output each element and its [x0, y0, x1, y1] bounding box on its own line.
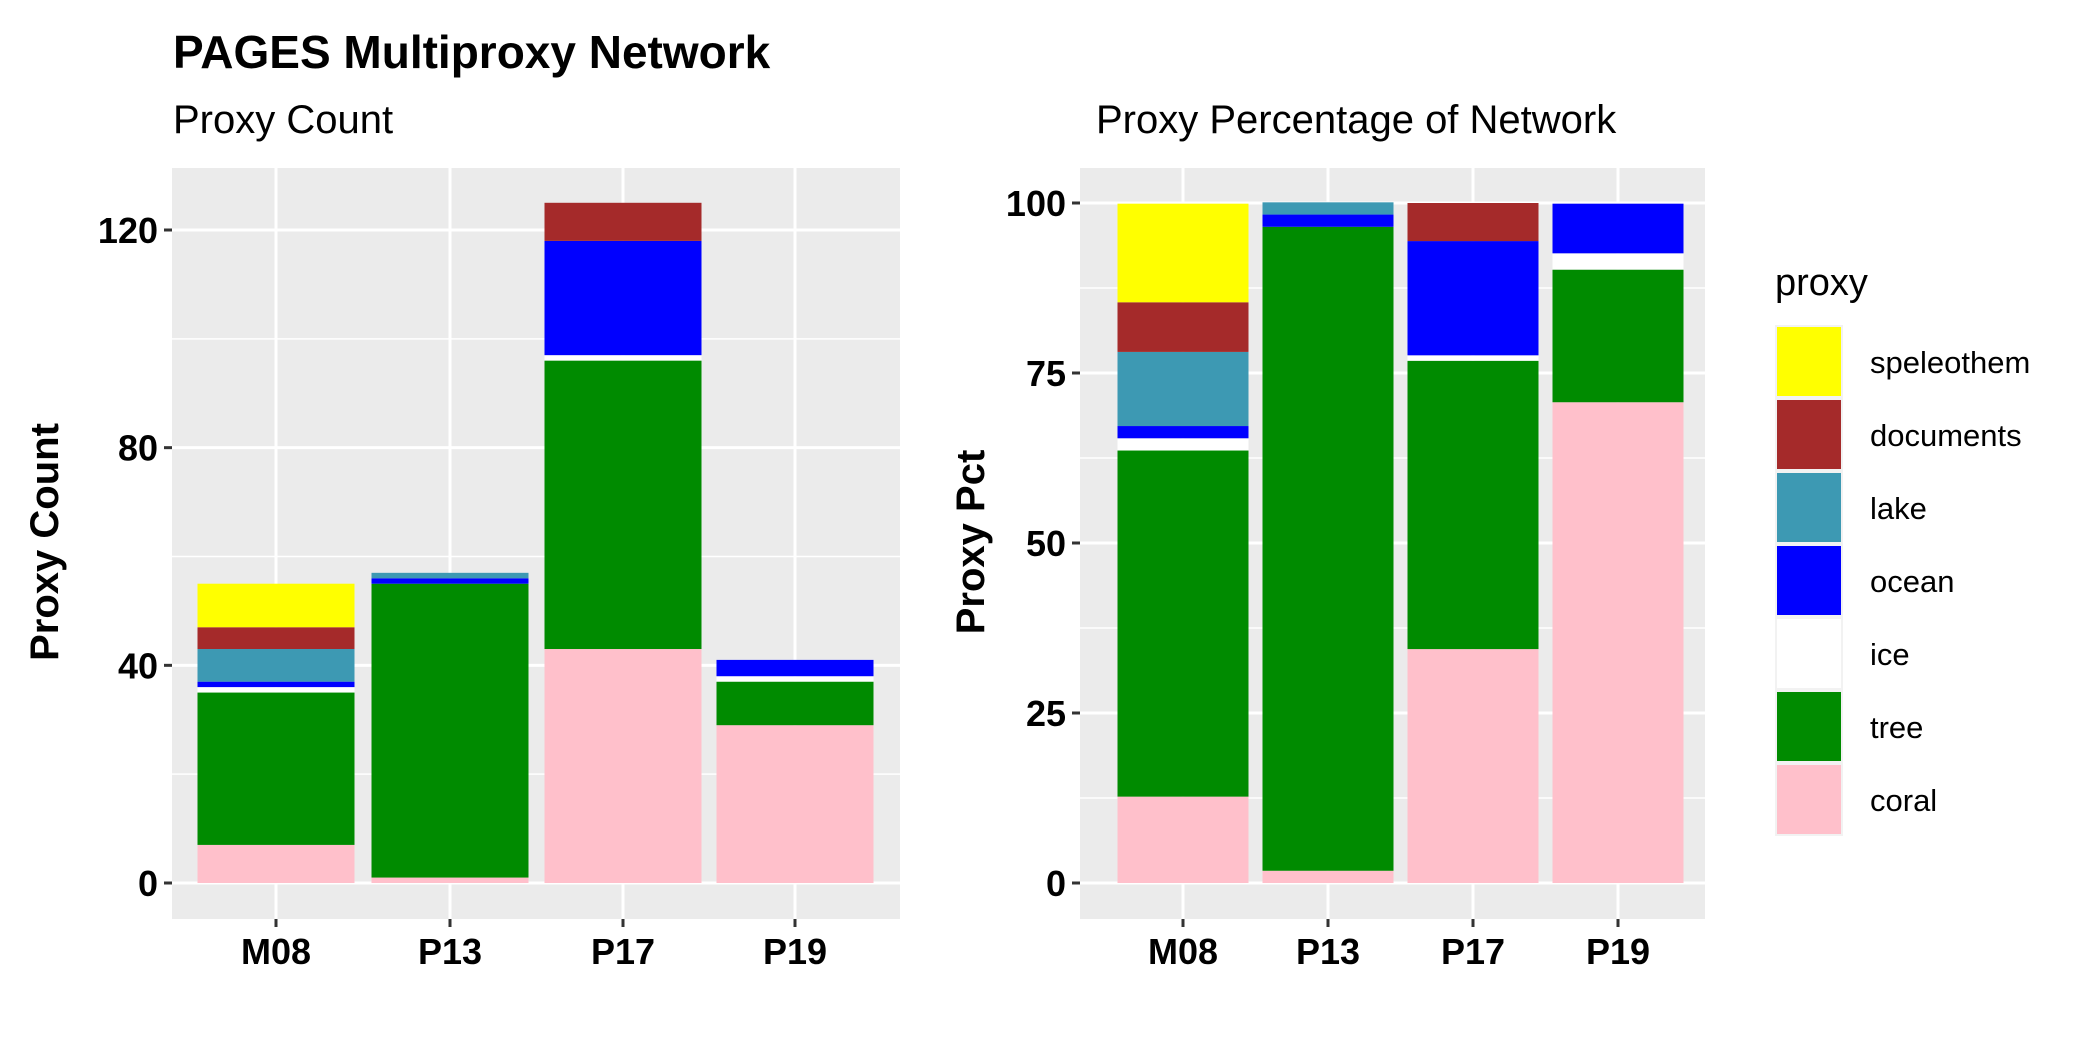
legend-label-speleothem: speleothem	[1870, 345, 2030, 380]
bar-segment-P13-tree	[1262, 226, 1394, 871]
legend-title: proxy	[1775, 262, 1868, 304]
left-y-tick-label: 0	[138, 863, 158, 904]
bar-segment-P17-ice	[1407, 355, 1539, 361]
bar-segment-M08-ocean	[197, 681, 355, 688]
bar-segment-P17-ocean	[544, 240, 702, 356]
bar-segment-P17-ice	[544, 355, 702, 361]
bar-segment-M08-documents	[1117, 302, 1249, 352]
right-chart-subtitle: Proxy Percentage of Network	[1096, 98, 1617, 142]
bar-segment-M08-ice	[197, 687, 355, 693]
left-x-tick-label: P13	[418, 931, 482, 972]
left-chart-panel: 0 40 80 120 M08 P13 P17 P19	[98, 168, 900, 972]
bar-segment-M08-tree	[1117, 450, 1249, 797]
bar-segment-M08-ice	[1117, 438, 1249, 451]
bar-segment-P13-tree	[371, 583, 529, 878]
right-y-tick-label: 75	[1026, 353, 1066, 394]
bar-segment-P13-ocean	[1262, 214, 1394, 227]
bar-segment-M08-speleothem	[197, 583, 355, 628]
right-y-tick-label: 0	[1046, 863, 1066, 904]
left-y-tick-label: 40	[118, 645, 158, 686]
bar-segment-M08-coral	[197, 844, 355, 883]
right-x-tick-label: M08	[1148, 931, 1218, 972]
bar-segment-P19-tree	[716, 681, 874, 726]
bar-segment-M08-tree	[197, 692, 355, 845]
bar-segment-P17-tree	[1407, 360, 1539, 650]
bar-segment-P17-documents	[1407, 203, 1539, 242]
legend-swatch-documents	[1777, 400, 1841, 469]
bar-segment-M08-ocean	[1117, 426, 1249, 439]
right-x-tick-label: P17	[1441, 931, 1505, 972]
left-chart-subtitle: Proxy Count	[173, 98, 393, 142]
right-y-tick-label: 100	[1006, 183, 1066, 224]
legend-swatch-ice	[1777, 619, 1841, 688]
left-x-tick-label: P19	[763, 931, 827, 972]
right-chart-panel: 0 25 50 75 100 M08 P13 P17 P19	[1006, 168, 1705, 972]
legend-label-lake: lake	[1870, 491, 1927, 526]
bar-segment-P13-coral	[1262, 870, 1394, 883]
legend-label-ocean: ocean	[1870, 564, 1954, 599]
bar-segment-M08-coral	[1117, 796, 1249, 883]
bar-segment-P13-lake	[1262, 202, 1394, 215]
bar-segment-P17-tree	[544, 360, 702, 650]
bar-segment-P19-tree	[1552, 269, 1684, 403]
left-x-tick-label: M08	[241, 931, 311, 972]
bar-segment-P13-ocean	[371, 578, 529, 584]
bar-segment-P17-coral	[1407, 649, 1539, 883]
bar-segment-M08-documents	[197, 627, 355, 650]
left-y-tick-label: 120	[98, 210, 158, 251]
left-x-tick-label: P17	[591, 931, 655, 972]
bar-segment-M08-speleothem	[1117, 203, 1249, 303]
right-y-tick-label: 50	[1026, 523, 1066, 564]
legend: proxy speleothem documents lake ocean ice tre…	[1775, 262, 2030, 836]
legend-label-documents: documents	[1870, 418, 2022, 453]
bar-segment-P13-lake	[371, 572, 529, 579]
bar-segment-P17-ocean	[1407, 241, 1539, 356]
bar-segment-P13-coral	[371, 877, 529, 883]
legend-swatch-coral	[1777, 765, 1841, 834]
legend-swatch-ocean	[1777, 546, 1841, 615]
bar-segment-P19-ocean	[716, 659, 874, 677]
left-y-axis-title: Proxy Count	[23, 423, 67, 661]
bar-segment-P19-ice	[716, 676, 874, 682]
right-y-tick-label: 25	[1026, 693, 1066, 734]
legend-swatch-lake	[1777, 473, 1841, 542]
legend-label-coral: coral	[1870, 783, 1937, 818]
bar-segment-P19-ocean	[1552, 203, 1684, 254]
legend-swatch-speleothem	[1777, 327, 1841, 396]
legend-label-tree: tree	[1870, 710, 1923, 745]
bar-segment-P17-documents	[544, 202, 702, 241]
bar-segment-M08-lake	[197, 649, 355, 682]
bar-segment-P19-coral	[716, 725, 874, 883]
left-y-tick-label: 80	[118, 428, 158, 469]
right-y-axis-title: Proxy Pct	[949, 450, 993, 635]
figure-title: PAGES Multiproxy Network	[173, 26, 771, 78]
right-x-tick-label: P13	[1296, 931, 1360, 972]
bar-segment-P19-ice	[1552, 253, 1684, 270]
bar-segment-M08-lake	[1117, 351, 1249, 427]
legend-label-ice: ice	[1870, 637, 1910, 672]
bar-segment-P17-coral	[544, 649, 702, 883]
right-x-tick-label: P19	[1586, 931, 1650, 972]
legend-swatch-tree	[1777, 692, 1841, 761]
bar-segment-P19-coral	[1552, 402, 1684, 883]
